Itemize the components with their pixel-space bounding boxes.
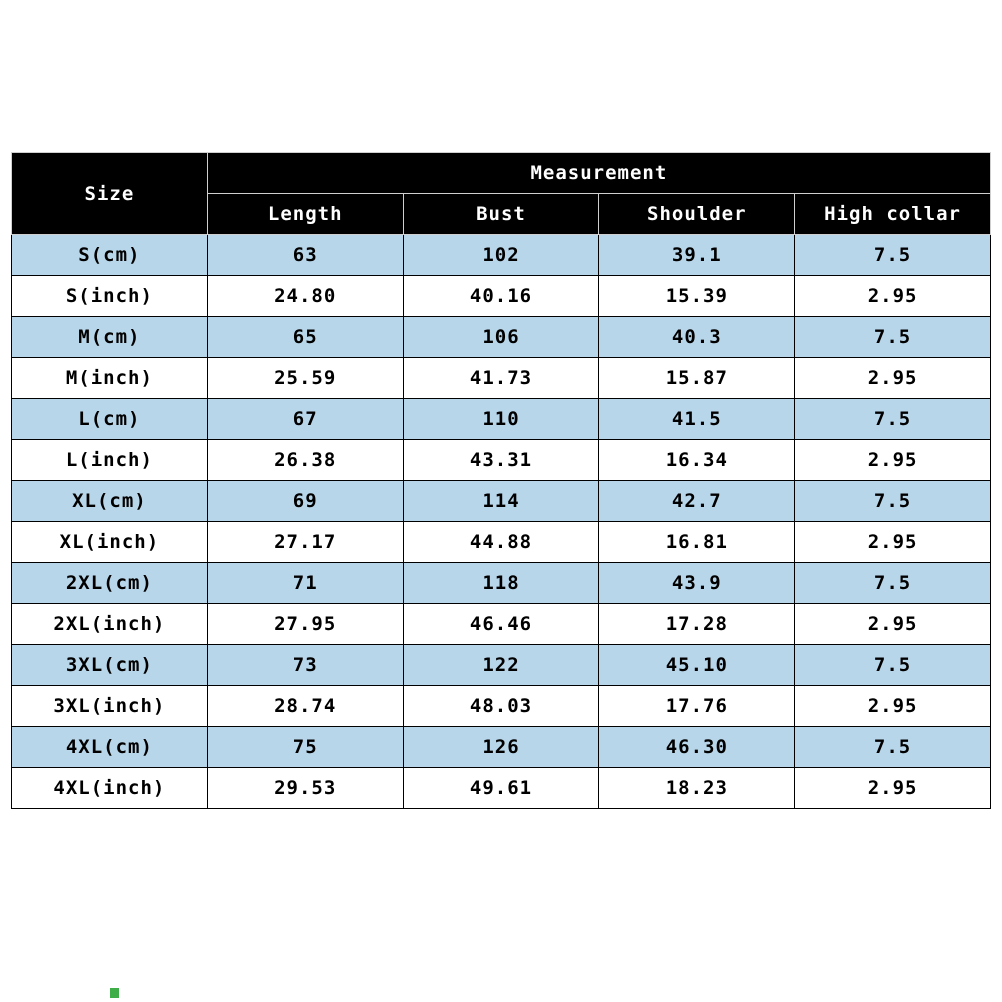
size-cell: L(inch) [11, 439, 208, 481]
value-cell: 49.61 [402, 767, 600, 809]
value-cell: 65 [206, 316, 404, 358]
high-collar-column-header: High collar [794, 193, 991, 235]
table-row: S(cm) 63 102 39.1 7.5 [11, 234, 991, 276]
measurement-group-header: Measurement [206, 152, 992, 194]
length-column-header: Length [206, 193, 404, 235]
value-cell: 2.95 [794, 275, 991, 317]
value-cell: 75 [206, 726, 404, 768]
value-cell: 26.38 [206, 439, 404, 481]
value-cell: 27.95 [206, 603, 404, 645]
size-cell: 3XL(cm) [11, 644, 208, 686]
table-body: S(cm) 63 102 39.1 7.5 S(inch) 24.80 40.16 15.39 2… [11, 234, 991, 809]
size-chart-container: Size Measurement Length Bust Shoulder Hi… [11, 152, 992, 809]
size-cell: 4XL(inch) [11, 767, 208, 809]
value-cell: 71 [206, 562, 404, 604]
value-cell: 16.81 [598, 521, 796, 563]
value-cell: 2.95 [794, 521, 991, 563]
size-cell: 4XL(cm) [11, 726, 208, 768]
value-cell: 48.03 [402, 685, 600, 727]
value-cell: 44.88 [402, 521, 600, 563]
table-row: XL(cm) 69 114 42.7 7.5 [11, 480, 991, 522]
value-cell: 24.80 [206, 275, 404, 317]
bust-column-header: Bust [402, 193, 600, 235]
value-cell: 7.5 [794, 726, 991, 768]
value-cell: 7.5 [794, 234, 991, 276]
size-cell: 2XL(cm) [11, 562, 208, 604]
size-cell: S(cm) [11, 234, 208, 276]
value-cell: 15.87 [598, 357, 796, 399]
shoulder-column-header: Shoulder [598, 193, 796, 235]
value-cell: 2.95 [794, 439, 991, 481]
table-row: 3XL(inch) 28.74 48.03 17.76 2.95 [11, 685, 991, 727]
value-cell: 114 [402, 480, 600, 522]
value-cell: 46.30 [598, 726, 796, 768]
value-cell: 29.53 [206, 767, 404, 809]
value-cell: 7.5 [794, 644, 991, 686]
value-cell: 39.1 [598, 234, 796, 276]
value-cell: 15.39 [598, 275, 796, 317]
value-cell: 69 [206, 480, 404, 522]
value-cell: 106 [402, 316, 600, 358]
value-cell: 18.23 [598, 767, 796, 809]
value-cell: 118 [402, 562, 600, 604]
size-cell: XL(inch) [11, 521, 208, 563]
green-mark-artifact [110, 988, 119, 998]
value-cell: 67 [206, 398, 404, 440]
table-row: M(inch) 25.59 41.73 15.87 2.95 [11, 357, 991, 399]
table-row: L(cm) 67 110 41.5 7.5 [11, 398, 991, 440]
value-cell: 63 [206, 234, 404, 276]
size-cell: 2XL(inch) [11, 603, 208, 645]
value-cell: 110 [402, 398, 600, 440]
size-cell: L(cm) [11, 398, 208, 440]
table-row: XL(inch) 27.17 44.88 16.81 2.95 [11, 521, 991, 563]
value-cell: 7.5 [794, 316, 991, 358]
value-cell: 43.31 [402, 439, 600, 481]
value-cell: 17.28 [598, 603, 796, 645]
value-cell: 102 [402, 234, 600, 276]
table-row: L(inch) 26.38 43.31 16.34 2.95 [11, 439, 991, 481]
value-cell: 40.16 [402, 275, 600, 317]
header-row-group: Size Measurement [11, 152, 992, 235]
size-cell: M(inch) [11, 357, 208, 399]
size-chart-table: Size Measurement Length Bust Shoulder Hi… [11, 152, 992, 809]
table-row: M(cm) 65 106 40.3 7.5 [11, 316, 991, 358]
value-cell: 27.17 [206, 521, 404, 563]
value-cell: 25.59 [206, 357, 404, 399]
table-row: 2XL(inch) 27.95 46.46 17.28 2.95 [11, 603, 991, 645]
size-cell: M(cm) [11, 316, 208, 358]
value-cell: 17.76 [598, 685, 796, 727]
value-cell: 73 [206, 644, 404, 686]
value-cell: 42.7 [598, 480, 796, 522]
size-column-header: Size [11, 152, 208, 235]
value-cell: 40.3 [598, 316, 796, 358]
value-cell: 2.95 [794, 767, 991, 809]
table-row: 3XL(cm) 73 122 45.10 7.5 [11, 644, 991, 686]
value-cell: 2.95 [794, 603, 991, 645]
value-cell: 2.95 [794, 685, 991, 727]
value-cell: 41.5 [598, 398, 796, 440]
table-header: Size Measurement Length Bust Shoulder Hi… [11, 152, 992, 235]
value-cell: 126 [402, 726, 600, 768]
header-row-columns: Length Bust Shoulder High collar [12, 193, 991, 235]
size-cell: S(inch) [11, 275, 208, 317]
value-cell: 45.10 [598, 644, 796, 686]
size-cell: 3XL(inch) [11, 685, 208, 727]
value-cell: 43.9 [598, 562, 796, 604]
value-cell: 7.5 [794, 480, 991, 522]
value-cell: 7.5 [794, 562, 991, 604]
size-cell: XL(cm) [11, 480, 208, 522]
value-cell: 16.34 [598, 439, 796, 481]
table-row: 4XL(inch) 29.53 49.61 18.23 2.95 [11, 767, 991, 809]
value-cell: 46.46 [402, 603, 600, 645]
table-row: S(inch) 24.80 40.16 15.39 2.95 [11, 275, 991, 317]
value-cell: 28.74 [206, 685, 404, 727]
value-cell: 122 [402, 644, 600, 686]
table-row: 2XL(cm) 71 118 43.9 7.5 [11, 562, 991, 604]
table-row: 4XL(cm) 75 126 46.30 7.5 [11, 726, 991, 768]
value-cell: 2.95 [794, 357, 991, 399]
value-cell: 41.73 [402, 357, 600, 399]
value-cell: 7.5 [794, 398, 991, 440]
